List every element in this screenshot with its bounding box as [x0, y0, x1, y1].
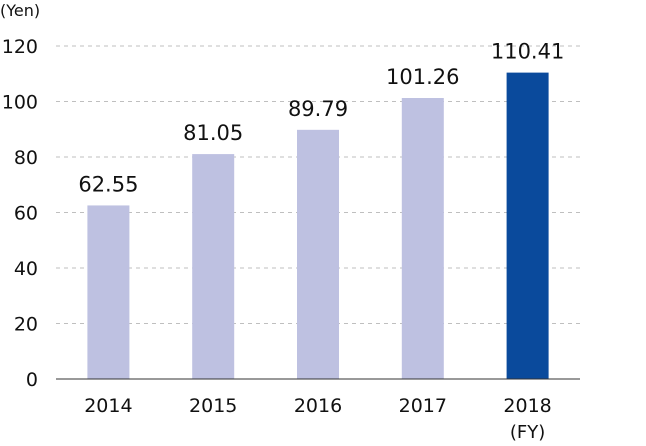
y-tick-label: 60	[14, 203, 38, 225]
bar-2016	[297, 129, 339, 379]
data-labels: 62.55 81.05 89.79 101.26 110.41	[78, 40, 564, 197]
y-tick-label: 120	[2, 36, 38, 58]
bar-2018	[506, 72, 549, 380]
y-tick-label: 0	[26, 369, 38, 391]
data-label-2014: 62.55	[78, 172, 138, 196]
x-axis-unit-label: (FY)	[510, 422, 545, 443]
x-tick-label-2015: 2015	[189, 395, 237, 417]
y-axis-unit-label: (Yen)	[0, 1, 40, 20]
x-tick-label-2018: 2018	[503, 395, 551, 417]
bar-2014	[87, 205, 130, 379]
y-tick-label: 20	[14, 314, 38, 336]
y-axis-ticks: 0 20 40 60 80 100 120	[2, 36, 38, 391]
y-tick-label: 100	[2, 92, 38, 114]
x-axis-ticks: 2014 2015 2016 2017 2018	[84, 395, 552, 417]
x-tick-label-2016: 2016	[294, 395, 342, 417]
data-label-2018: 110.41	[491, 40, 564, 64]
x-tick-label-2014: 2014	[84, 395, 132, 417]
x-tick-label-2017: 2017	[399, 395, 447, 417]
data-label-2016: 89.79	[288, 97, 348, 121]
data-label-2017: 101.26	[386, 65, 459, 89]
bar-2015	[192, 154, 235, 379]
data-label-2015: 81.05	[183, 121, 243, 145]
y-tick-label: 80	[14, 147, 38, 169]
bars	[87, 72, 549, 380]
y-tick-label: 40	[14, 258, 38, 280]
bar-2017	[401, 98, 444, 379]
